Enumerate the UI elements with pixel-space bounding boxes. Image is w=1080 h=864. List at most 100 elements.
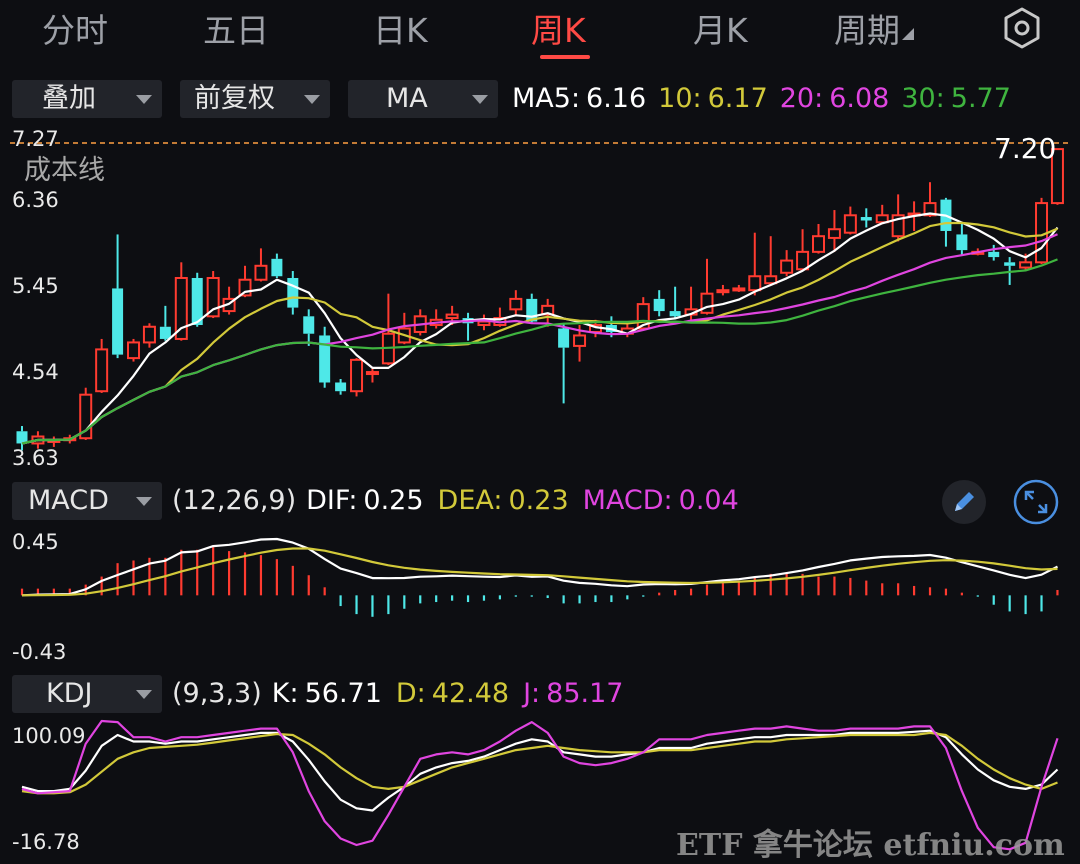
candle-body (127, 341, 141, 360)
k-label: K: (271, 678, 299, 709)
d-value: 42.48 (431, 678, 510, 709)
candle-body (764, 275, 778, 285)
overlay-select-value: 叠加 (42, 83, 96, 114)
candle-body (191, 277, 203, 326)
ma30-value: 5.77 (950, 83, 1011, 114)
candle-body (1019, 261, 1033, 269)
y-label-2: 6.36 (12, 188, 59, 212)
candle-body (509, 297, 523, 311)
candle-body (748, 275, 762, 292)
candle-body (780, 259, 794, 274)
dif-value: 0.25 (363, 485, 424, 516)
kdj-legend: (9,3,3) K: 56.71 D: 42.48 J: 85.17 (172, 675, 623, 713)
candle-body (350, 358, 364, 393)
candle-body (254, 264, 268, 281)
ma30-label: 30: (901, 83, 945, 114)
dea-value: 0.23 (508, 485, 569, 516)
chevron-down-icon (472, 95, 488, 104)
dea-label: DEA: (437, 485, 503, 516)
tab-period[interactable]: 周期 (834, 4, 916, 52)
candle-body (812, 235, 825, 253)
kdj-chart[interactable] (0, 719, 1080, 851)
kdj-j-line (21, 719, 1059, 851)
candle-body (271, 258, 283, 277)
kdj-y-bottom: -16.78 (12, 830, 80, 854)
ma20-value: 6.08 (829, 83, 890, 114)
candle-body (636, 303, 650, 330)
macd-indicator-select[interactable]: MACD (12, 482, 162, 520)
macd-y-top: 0.45 (12, 530, 59, 554)
y-label-3: 5.45 (12, 274, 59, 298)
candle-body (445, 313, 459, 320)
macd-select-value: MACD (28, 485, 109, 516)
candle-body (335, 382, 347, 392)
dif-label: DIF: (306, 485, 358, 516)
macd-params: (12,26,9) (172, 485, 297, 516)
ma30-line (21, 258, 1058, 445)
ma10-line (21, 221, 1058, 445)
candle-body (238, 278, 252, 297)
candle-body (827, 228, 841, 239)
macd-chart[interactable] (0, 525, 1080, 665)
candle-body (287, 277, 299, 308)
y-label-top: 7.27 (12, 127, 59, 151)
chevron-down-icon (136, 95, 152, 104)
overlay-select[interactable]: 叠加 (12, 80, 162, 118)
candle-body (16, 431, 28, 444)
expand-icon[interactable] (1012, 478, 1060, 526)
tab-five-day[interactable]: 五日 (203, 11, 269, 50)
candle-body (526, 298, 538, 322)
main-indicator-select[interactable]: MA (348, 80, 498, 118)
tab-daily-k[interactable]: 日K (373, 11, 428, 50)
dea-line (21, 547, 1058, 597)
j-value: 85.17 (546, 678, 624, 709)
macd-y-bottom: -0.43 (12, 640, 67, 664)
candle-body (573, 334, 587, 347)
kdj-d-line (21, 731, 1058, 795)
macd-value: 0.04 (678, 485, 739, 516)
pencil-icon[interactable] (940, 478, 988, 526)
candle-body (95, 348, 109, 393)
tab-weekly-k[interactable]: 周K (531, 11, 586, 50)
tab-intraday[interactable]: 分时 (42, 11, 108, 50)
price-adjust-select-value: 前复权 (194, 83, 275, 114)
hexagon-gear-icon[interactable] (998, 4, 1046, 52)
ma-legend: MA5: 6.16 10: 6.17 20: 6.08 30: 5.77 (512, 80, 1011, 118)
candle-body (796, 250, 810, 271)
active-tab-indicator (540, 55, 590, 59)
ma10-value: 6.17 (707, 83, 768, 114)
candle-body (732, 287, 746, 292)
candlestick-chart[interactable] (0, 130, 1080, 470)
kdj-indicator-select[interactable]: KDJ (12, 675, 162, 713)
candle-body (956, 234, 968, 251)
last-price-label: 7.20 (994, 132, 1057, 165)
macd-label: MACD: (582, 485, 673, 516)
macd-legend: (12,26,9) DIF: 0.25 DEA: 0.23 MACD: 0.04 (172, 482, 739, 520)
tab-monthly-k[interactable]: 月K (693, 11, 748, 50)
d-label: D: (395, 678, 426, 709)
k-value: 56.71 (304, 678, 382, 709)
chevron-down-icon (136, 497, 152, 506)
candle-body (541, 304, 555, 316)
candle-body (843, 214, 857, 234)
ma5-line (21, 212, 1059, 445)
period-tabs: 分时 五日 日K 周K 月K 周期 (0, 0, 1080, 60)
candle-body (653, 298, 665, 312)
candle-body (142, 325, 156, 344)
candle-body (1050, 148, 1064, 205)
tab-period-caret-icon (902, 28, 914, 40)
candle-body (365, 371, 379, 376)
j-label: J: (523, 678, 541, 709)
ma5-value: 6.16 (586, 83, 647, 114)
candle-body (206, 276, 220, 318)
price-adjust-select[interactable]: 前复权 (180, 80, 330, 118)
chevron-down-icon (136, 690, 152, 699)
candle-body (477, 320, 491, 327)
kdj-select-value: KDJ (46, 678, 93, 709)
cost-line-label[interactable]: 成本线 (24, 155, 105, 186)
candle-body (716, 289, 730, 294)
candle-body (988, 251, 1000, 258)
y-label-4: 4.54 (12, 360, 59, 384)
kdj-params: (9,3,3) (172, 678, 262, 709)
candle-body (923, 202, 937, 217)
